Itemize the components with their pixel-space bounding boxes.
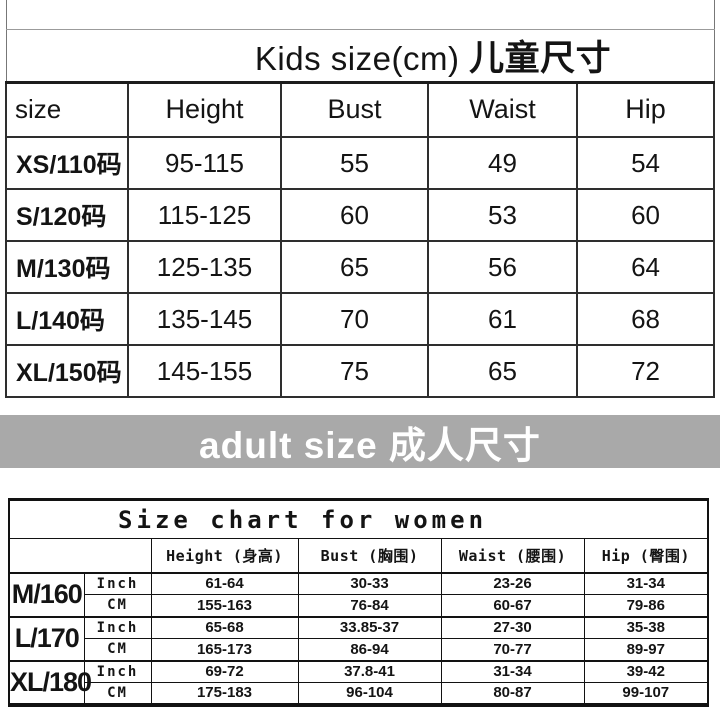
- bust-cell: 33.85-37: [297, 615, 442, 639]
- height-cell: 125-135: [127, 240, 282, 294]
- kids-table-title-row: Kids size(cm) 儿童尺寸: [5, 29, 715, 84]
- hip-cell: 35-38: [583, 615, 709, 639]
- women-table-title-row: Size chart for women: [9, 499, 709, 539]
- table-row: L/170 Inch 65-68 33.85-37 27-30 35-38: [8, 615, 709, 661]
- height-cell: 61-64: [150, 571, 299, 595]
- column-header-waist: Waist: [427, 81, 578, 138]
- table-row: CM 165-173 86-94 70-77 89-97: [9, 638, 709, 661]
- table-row: M/130码 125-135 65 56 64: [5, 240, 716, 294]
- hip-cell: 89-97: [583, 638, 709, 661]
- empty-cell: [5, 0, 715, 30]
- waist-cell: 49: [427, 136, 578, 190]
- column-header-bust: Bust (胸围): [297, 538, 442, 573]
- size-label: L/170: [8, 615, 85, 661]
- hip-cell: 99-107: [583, 682, 709, 705]
- column-header-height: Height: [127, 81, 282, 138]
- table-row: XL/150码 145-155 75 65 72: [5, 344, 716, 398]
- bust-cell: 37.8-41: [297, 659, 442, 683]
- unit-label-inch: Inch: [83, 659, 152, 683]
- women-header-row: Height (身高) Bust (胸围) Waist (腰围) Hip (臀围…: [8, 538, 709, 573]
- cropped-top-row: [5, 0, 715, 30]
- kids-title-latin: Kids size(cm): [254, 39, 460, 77]
- column-header-hip: Hip (臀围): [583, 538, 709, 573]
- height-cell: 165-173: [150, 638, 299, 661]
- bust-cell: 60: [280, 188, 429, 242]
- column-header-bust: Bust: [280, 81, 429, 138]
- bust-cell: 30-33: [297, 571, 442, 595]
- waist-cell: 27-30: [440, 615, 585, 639]
- size-label: S/120码: [5, 188, 129, 242]
- hip-cell: 60: [575, 188, 716, 242]
- height-cell: 69-72: [150, 659, 299, 683]
- bust-cell: 96-104: [297, 682, 442, 705]
- size-label: XS/110码: [5, 136, 129, 190]
- kids-title-cjk: 儿童尺寸: [469, 38, 612, 78]
- waist-cell: 23-26: [440, 571, 585, 595]
- hip-cell: 39-42: [583, 659, 709, 683]
- hip-cell: 54: [575, 136, 716, 190]
- hip-cell: 31-34: [583, 571, 709, 595]
- waist-cell: 80-87: [440, 682, 585, 705]
- height-cell: 95-115: [127, 136, 282, 190]
- height-cell: 175-183: [150, 682, 299, 705]
- women-table-title: Size chart for women: [9, 499, 709, 539]
- unit-label-cm: CM: [83, 638, 152, 661]
- size-label: M/160: [8, 571, 85, 617]
- bust-cell: 70: [280, 292, 429, 346]
- table-row: S/120码 115-125 60 53 60: [5, 188, 716, 242]
- adult-size-banner: adult size 成人尺寸: [0, 415, 720, 468]
- table-row: CM 155-163 76-84 60-67 79-86: [9, 594, 709, 617]
- height-cell: 135-145: [127, 292, 282, 346]
- bust-cell: 75: [280, 344, 429, 398]
- waist-cell: 60-67: [440, 594, 585, 617]
- kids-header-row: size Height Bust Waist Hip: [5, 81, 716, 138]
- corner-cell: [8, 538, 152, 573]
- column-header-waist: Waist (腰围): [440, 538, 585, 573]
- table-row: L/140码 135-145 70 61 68: [5, 292, 716, 346]
- table-row: CM 175-183 96-104 80-87 99-107: [9, 682, 709, 705]
- waist-cell: 61: [427, 292, 578, 346]
- bust-cell: 65: [280, 240, 429, 294]
- table-row: M/160 Inch 61-64 30-33 23-26 31-34: [8, 571, 709, 617]
- women-size-table: Size chart for women Height (身高) Bust (胸…: [8, 498, 710, 707]
- kids-size-table: Kids size(cm) 儿童尺寸 size Height Bust Wais…: [5, 0, 716, 398]
- column-header-height: Height (身高): [150, 538, 299, 573]
- size-label: XL/180: [8, 659, 92, 705]
- bust-cell: 55: [280, 136, 429, 190]
- unit-label-inch: Inch: [83, 615, 152, 639]
- height-cell: 145-155: [127, 344, 282, 398]
- hip-cell: 68: [575, 292, 716, 346]
- bust-cell: 86-94: [297, 638, 442, 661]
- waist-cell: 53: [427, 188, 578, 242]
- unit-label-inch: Inch: [83, 571, 152, 595]
- table-row: XS/110码 95-115 55 49 54: [5, 136, 716, 190]
- size-label: XL/150码: [5, 344, 129, 398]
- column-header-size: size: [5, 81, 129, 138]
- height-cell: 155-163: [150, 594, 299, 617]
- bust-cell: 76-84: [297, 594, 442, 617]
- hip-cell: 79-86: [583, 594, 709, 617]
- size-label: L/140码: [5, 292, 129, 346]
- unit-label-cm: CM: [83, 682, 152, 705]
- table-row: XL/180 Inch 69-72 37.8-41 31-34 39-42: [8, 659, 709, 705]
- size-label: M/130码: [5, 240, 129, 294]
- height-cell: 115-125: [127, 188, 282, 242]
- column-header-hip: Hip: [575, 81, 716, 138]
- height-cell: 65-68: [150, 615, 299, 639]
- unit-label-cm: CM: [83, 594, 152, 617]
- hip-cell: 64: [575, 240, 716, 294]
- kids-table-title: Kids size(cm) 儿童尺寸: [5, 29, 715, 84]
- waist-cell: 31-34: [440, 659, 585, 683]
- waist-cell: 65: [427, 344, 578, 398]
- adult-size-banner-label: adult size 成人尺寸: [199, 424, 541, 466]
- waist-cell: 56: [427, 240, 578, 294]
- hip-cell: 72: [575, 344, 716, 398]
- waist-cell: 70-77: [440, 638, 585, 661]
